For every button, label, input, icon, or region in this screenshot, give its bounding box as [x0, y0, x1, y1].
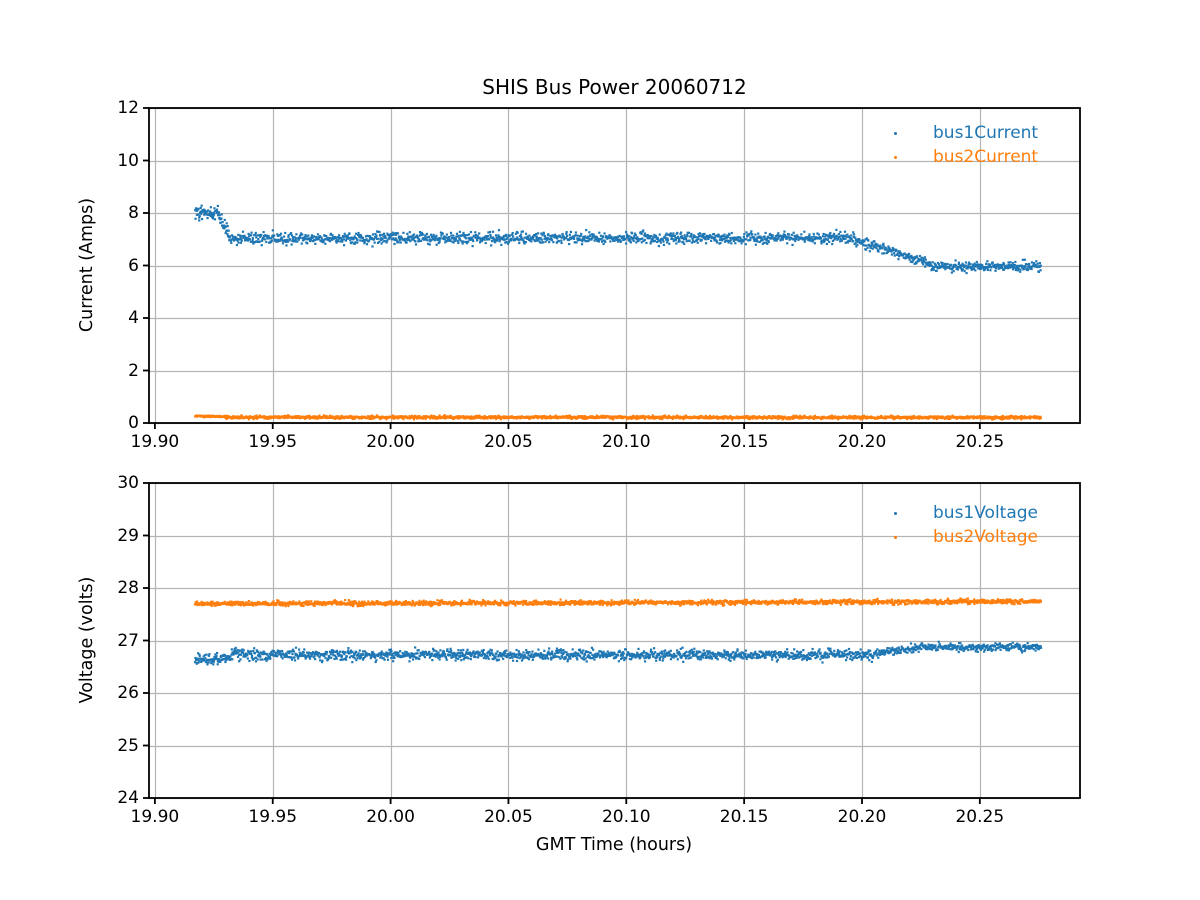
- x-tick-label: 20.25: [955, 432, 1005, 452]
- y-tick-label: 25: [117, 735, 139, 756]
- y-tick-label: 4: [128, 308, 139, 328]
- x-tick-label: 19.90: [130, 432, 180, 452]
- legend-label-bus2current: bus2Current: [933, 147, 1039, 167]
- legend-row: bus2Voltage: [886, 525, 1038, 549]
- legend-label-bus1voltage: bus1Voltage: [933, 503, 1039, 523]
- legend-row: bus1Voltage: [886, 501, 1038, 525]
- y-tick-label: 28: [117, 578, 139, 598]
- legend-row: bus1Current: [886, 121, 1038, 145]
- x-tick-label: 19.95: [248, 432, 298, 452]
- x-tick-label: 20.10: [601, 432, 651, 452]
- x-tick-label: 19.95: [248, 807, 298, 827]
- legend-marker-dot-icon: [894, 131, 897, 135]
- x-tick-label: 20.15: [719, 432, 769, 452]
- legend-marker-dot-icon: [894, 535, 897, 539]
- y-tick-label: 27: [117, 630, 139, 651]
- y-tick-label: 29: [117, 525, 139, 546]
- y-tick-label: 8: [128, 203, 139, 223]
- x-tick-label: 20.25: [955, 807, 1005, 827]
- y-tick-label: 30: [117, 473, 139, 493]
- x-tick-label: 20.00: [366, 807, 415, 827]
- x-tick-label: 20.20: [837, 807, 887, 827]
- y-axis-label-current: Current (Amps): [77, 197, 97, 333]
- legend-marker-dot-icon: [894, 511, 897, 515]
- x-tick-label: 20.05: [484, 807, 533, 827]
- x-tick-label: 20.05: [484, 432, 533, 452]
- y-tick-label: 24: [117, 788, 139, 808]
- y-tick-label: 6: [128, 255, 139, 276]
- x-tick-label: 20.00: [366, 432, 415, 452]
- legend-marker-dot-icon: [894, 155, 897, 159]
- y-tick-label: 26: [117, 683, 139, 703]
- legend-current-plot: bus1Current bus2Current: [886, 121, 1038, 169]
- legend-row: bus2Current: [886, 145, 1038, 169]
- legend-label-bus2voltage: bus2Voltage: [933, 527, 1039, 547]
- y-axis-label-voltage: Voltage (volts): [77, 576, 97, 704]
- legend-voltage-plot: bus1Voltage bus2Voltage: [886, 501, 1038, 549]
- legend-label-bus1current: bus1Current: [933, 123, 1039, 143]
- x-tick-label: 20.15: [719, 807, 769, 827]
- x-tick-label: 20.20: [837, 432, 887, 452]
- x-tick-label: 19.90: [130, 807, 180, 827]
- x-axis-label-gmt-time: GMT Time (hours): [535, 835, 693, 855]
- y-tick-label: 0: [128, 413, 139, 433]
- y-tick-label: 12: [117, 98, 139, 118]
- x-tick-label: 20.10: [601, 807, 651, 827]
- y-tick-label: 10: [117, 150, 139, 171]
- y-tick-label: 2: [128, 360, 139, 381]
- chart-title: SHIS Bus Power 20060712: [482, 75, 747, 99]
